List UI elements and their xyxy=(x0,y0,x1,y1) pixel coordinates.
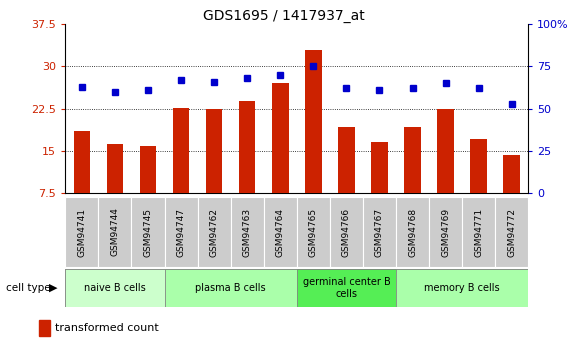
Bar xyxy=(165,269,296,307)
FancyBboxPatch shape xyxy=(429,197,462,267)
Text: cell type: cell type xyxy=(6,283,51,293)
FancyBboxPatch shape xyxy=(462,197,495,267)
Bar xyxy=(503,156,520,193)
FancyBboxPatch shape xyxy=(363,197,396,267)
FancyBboxPatch shape xyxy=(396,197,429,267)
Text: ▶: ▶ xyxy=(49,283,57,293)
Bar xyxy=(239,101,256,193)
Bar xyxy=(39,320,50,336)
Bar xyxy=(437,109,454,193)
Text: GSM94762: GSM94762 xyxy=(210,207,219,257)
Text: GSM94764: GSM94764 xyxy=(275,207,285,257)
Text: naive B cells: naive B cells xyxy=(84,283,146,293)
Text: GSM94741: GSM94741 xyxy=(77,207,86,257)
FancyBboxPatch shape xyxy=(198,197,231,267)
Bar xyxy=(371,142,388,193)
Text: GSM94744: GSM94744 xyxy=(110,208,119,256)
Bar xyxy=(272,83,289,193)
Bar xyxy=(107,144,123,193)
Text: GSM94772: GSM94772 xyxy=(507,207,516,257)
Text: GSM94766: GSM94766 xyxy=(342,207,351,257)
Bar xyxy=(404,127,421,193)
FancyBboxPatch shape xyxy=(264,197,296,267)
FancyBboxPatch shape xyxy=(231,197,264,267)
FancyBboxPatch shape xyxy=(165,197,198,267)
Text: GSM94745: GSM94745 xyxy=(144,207,152,257)
Text: memory B cells: memory B cells xyxy=(424,283,500,293)
Bar xyxy=(65,269,165,307)
FancyBboxPatch shape xyxy=(131,197,165,267)
Bar xyxy=(173,108,189,193)
Text: GSM94769: GSM94769 xyxy=(441,207,450,257)
FancyBboxPatch shape xyxy=(65,197,98,267)
Text: GSM94747: GSM94747 xyxy=(177,207,186,257)
Bar xyxy=(396,269,528,307)
Bar xyxy=(206,109,223,193)
FancyBboxPatch shape xyxy=(296,197,330,267)
Bar xyxy=(470,139,487,193)
Text: GSM94765: GSM94765 xyxy=(309,207,318,257)
Text: germinal center B
cells: germinal center B cells xyxy=(303,277,390,299)
Text: GSM94763: GSM94763 xyxy=(243,207,252,257)
Text: plasma B cells: plasma B cells xyxy=(195,283,266,293)
FancyBboxPatch shape xyxy=(98,197,131,267)
FancyBboxPatch shape xyxy=(330,197,363,267)
Bar xyxy=(297,269,396,307)
Bar xyxy=(140,146,156,193)
Bar xyxy=(305,50,321,193)
Text: GSM94771: GSM94771 xyxy=(474,207,483,257)
Bar xyxy=(338,127,354,193)
Text: GSM94767: GSM94767 xyxy=(375,207,384,257)
Text: GDS1695 / 1417937_at: GDS1695 / 1417937_at xyxy=(203,9,365,23)
Text: transformed count: transformed count xyxy=(55,323,158,333)
Text: GSM94768: GSM94768 xyxy=(408,207,417,257)
FancyBboxPatch shape xyxy=(495,197,528,267)
Bar xyxy=(74,131,90,193)
